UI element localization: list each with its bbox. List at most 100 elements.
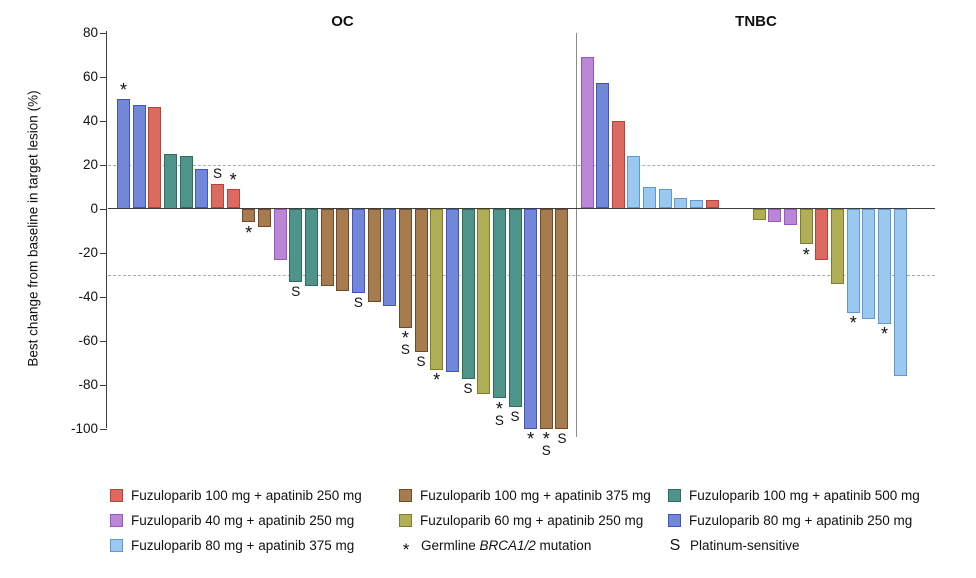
bar-oc-16 [351,209,365,293]
y-tick-label: 20 [82,156,98,172]
bar-tnbc-11 [768,209,782,223]
legend-item: S Platinum-sensitive [668,533,920,558]
legend-label: Fuzuloparib 80 mg + apatinib 250 mg [689,513,913,528]
y-tick-label: -60 [78,332,98,348]
bar-tnbc-3 [611,120,625,209]
y-axis-line [106,31,108,428]
bar-tnbc-15 [831,209,845,285]
bar-tnbc-4 [627,155,641,209]
y-tick-label: 60 [82,68,98,84]
legend-item: Fuzuloparib 80 mg + apatinib 375 mg [110,533,362,558]
brca-mutation-mark: * [245,222,253,243]
y-tick-label: 0 [90,200,98,216]
bar-oc-24 [477,209,491,395]
y-tick-mark [100,120,107,122]
bar-oc-20 [414,209,428,353]
legend-swatch-lightblue-icon [110,539,123,552]
legend-swatch-teal-icon [668,489,681,502]
bar-oc-21 [430,209,444,370]
brca-mutation-mark: * [849,312,857,333]
legend-item: Fuzuloparib 100 mg + apatinib 500 mg [668,483,920,508]
y-tick-mark [100,340,107,342]
bar-tnbc-13 [799,209,813,245]
legend-label: Fuzuloparib 80 mg + apatinib 375 mg [131,538,355,553]
bar-tnbc-6 [658,188,672,209]
bar-tnbc-12 [784,209,798,225]
y-tick-label: -80 [78,376,98,392]
bar-oc-7 [210,184,224,209]
y-tick-mark [100,164,107,166]
platinum-sensitive-mark: S [353,294,363,310]
bar-tnbc-19 [893,209,907,377]
y-tick-label: 80 [82,24,98,40]
bar-oc-26 [508,209,522,408]
legend-item: Fuzuloparib 80 mg + apatinib 250 mg [668,508,920,533]
bar-oc-6 [195,168,209,209]
legend-label: Fuzuloparib 60 mg + apatinib 250 mg [420,513,644,528]
bar-oc-11 [273,209,287,260]
brca-mutation-mark: * [401,328,409,349]
platinum-sensitive-mark: S [494,412,504,428]
panel-title-tnbc: TNBC [735,13,777,30]
legend-item: Fuzuloparib 100 mg + apatinib 375 mg [399,483,651,508]
bar-tnbc-10 [752,209,766,221]
bar-oc-5 [179,155,193,209]
legend-swatch-red-icon [110,489,123,502]
bar-oc-29 [555,209,569,430]
bar-oc-12 [289,209,303,282]
brca-mutation-mark: * [229,169,237,190]
bar-oc-1 [117,98,130,209]
bar-oc-8 [226,188,240,209]
legend-label: Platinum-sensitive [690,538,800,553]
y-tick-label: -40 [78,288,98,304]
bar-oc-28 [539,209,553,430]
bar-oc-18 [383,209,397,307]
legend-swatch-olive-icon [399,514,412,527]
bar-oc-27 [524,209,538,430]
bar-tnbc-17 [862,209,876,320]
bar-tnbc-16 [846,209,860,313]
platinum-sensitive-mark: S [541,443,551,459]
brca-mutation-mark: * [495,398,503,419]
legend-column-2: Fuzuloparib 100 mg + apatinib 375 mg Fuzu… [399,483,651,558]
brca-mutation-mark: * [119,79,127,100]
bar-tnbc-2 [596,83,610,209]
platinum-sensitive-mark: S [212,166,222,182]
platinum-sensitive-mark: S [291,283,301,299]
bar-oc-13 [304,209,318,287]
bar-tnbc-5 [643,186,657,209]
y-tick-mark [100,252,107,254]
platinum-sensitive-mark: S [463,380,473,396]
legend-item: Fuzuloparib 60 mg + apatinib 250 mg [399,508,651,533]
legend-column-3: Fuzuloparib 100 mg + apatinib 500 mg Fuzu… [668,483,920,558]
y-tick-label: -20 [78,244,98,260]
brca-mutation-mark: * [542,429,550,450]
panel-title-oc: OC [331,13,354,30]
y-tick-label: -100 [70,420,98,436]
brca-mutation-symbol-icon: * [402,539,410,559]
reference-line [108,274,935,276]
bar-oc-25 [492,209,506,399]
legend: Fuzuloparib 100 mg + apatinib 250 mg Fuzu… [0,483,976,573]
bar-tnbc-14 [815,209,829,260]
bar-oc-17 [367,209,381,302]
platinum-sensitive-mark: S [400,342,410,358]
bar-oc-14 [320,209,334,287]
panel-separator [576,33,578,437]
bar-oc-10 [257,209,271,227]
bar-oc-19 [398,209,412,329]
legend-swatch-brown-icon [399,489,412,502]
brca-mutation-mark: * [802,244,810,265]
brca-mutation-mark: * [527,429,535,450]
brca-mutation-mark: * [881,323,889,344]
bar-oc-15 [336,209,350,291]
legend-label: Fuzuloparib 100 mg + apatinib 500 mg [689,488,920,503]
legend-label: Germline BRCA1/2 mutation [421,538,592,553]
y-tick-mark [100,208,107,210]
legend-item: Fuzuloparib 40 mg + apatinib 250 mg [110,508,362,533]
bar-oc-4 [163,153,177,209]
legend-item: * Germline BRCA1/2 mutation [399,533,651,558]
bar-tnbc-1 [580,56,594,209]
